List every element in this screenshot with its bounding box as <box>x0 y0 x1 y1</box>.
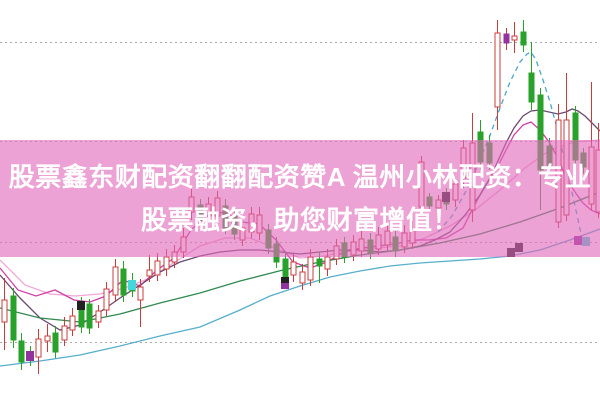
candle-body <box>52 332 59 353</box>
marker-black <box>281 277 289 283</box>
candle-body <box>503 33 510 44</box>
candle-body <box>154 260 161 276</box>
candle-body <box>1 299 8 323</box>
candle-body <box>494 32 501 108</box>
marker-purple <box>281 283 289 289</box>
candle-body <box>307 256 314 281</box>
candle-body <box>86 303 93 329</box>
candle-body <box>163 256 170 270</box>
candle-body <box>316 258 323 267</box>
candle-body <box>35 338 42 358</box>
marker-cyan <box>128 280 136 290</box>
candle-body <box>69 315 76 331</box>
candle-body <box>112 266 119 296</box>
candle-body <box>137 286 144 301</box>
candle-body <box>120 268 127 296</box>
candle-body <box>511 35 518 41</box>
candle-body <box>61 325 68 341</box>
ma-cyan-dashed <box>437 51 583 239</box>
candle-body <box>282 258 289 281</box>
candle-body <box>44 335 51 342</box>
promo-text-line-2: 股票融资，助您财富增值！ <box>140 204 459 235</box>
candle-body <box>290 261 297 276</box>
marker-purple <box>26 351 34 361</box>
candle-body <box>299 271 306 284</box>
marker-black <box>77 301 85 310</box>
candle-body <box>520 31 527 46</box>
candle-body <box>324 256 331 270</box>
candle-body <box>528 72 535 103</box>
candle-body <box>103 288 110 311</box>
promo-text-line-1: 股票鑫东财配资翻翻配资赞A 温州小林配资：专业 <box>8 161 592 192</box>
candle-body <box>10 295 17 341</box>
candle-body <box>95 310 102 323</box>
candle-body <box>18 340 25 363</box>
candle-body <box>146 269 153 277</box>
promo-banner: 股票鑫东财配资翻翻配资赞A 温州小林配资：专业 股票融资，助您财富增值！ <box>0 140 600 257</box>
